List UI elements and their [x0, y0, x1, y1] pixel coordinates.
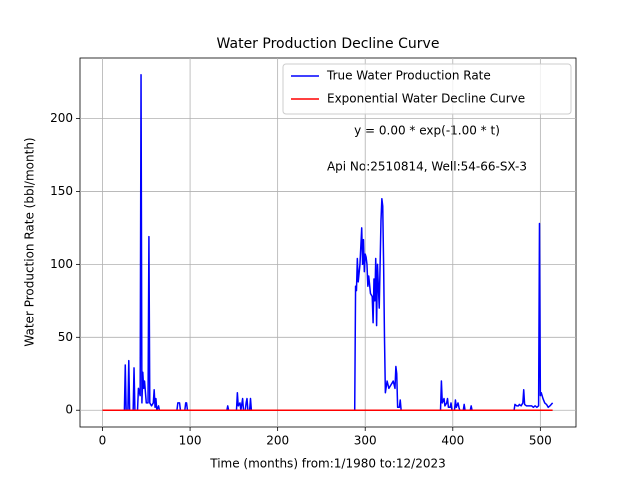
legend-box — [282, 63, 572, 115]
x-tick-label: 200 — [266, 434, 289, 448]
y-tick-label: 200 — [50, 111, 73, 125]
annotation: Api No:2510814, Well:54-66-SX-3 — [327, 160, 527, 174]
x-tick-label: 300 — [354, 434, 377, 448]
legend-label: True Water Production Rate — [326, 69, 491, 83]
y-axis-label: Water Production Rate (bbl/month) — [23, 137, 37, 346]
x-tick-label: 0 — [99, 434, 107, 448]
x-tick-label: 100 — [179, 434, 202, 448]
x-tick-label: 500 — [529, 434, 552, 448]
x-tick-label: 400 — [441, 434, 464, 448]
y-tick-label: 0 — [65, 403, 73, 417]
x-axis-label: Time (months) from:1/1980 to:12/2023 — [209, 457, 446, 471]
y-tick-label: 150 — [50, 184, 73, 198]
plot-frame — [79, 57, 577, 428]
data-line — [102, 74, 554, 411]
annotation: y = 0.00 * exp(-1.00 * t) — [354, 124, 500, 138]
y-tick-label: 100 — [50, 257, 73, 271]
legend-label: Exponential Water Decline Curve — [327, 92, 525, 106]
y-tick-label: 50 — [58, 330, 73, 344]
chart-title: Water Production Decline Curve — [217, 36, 440, 52]
